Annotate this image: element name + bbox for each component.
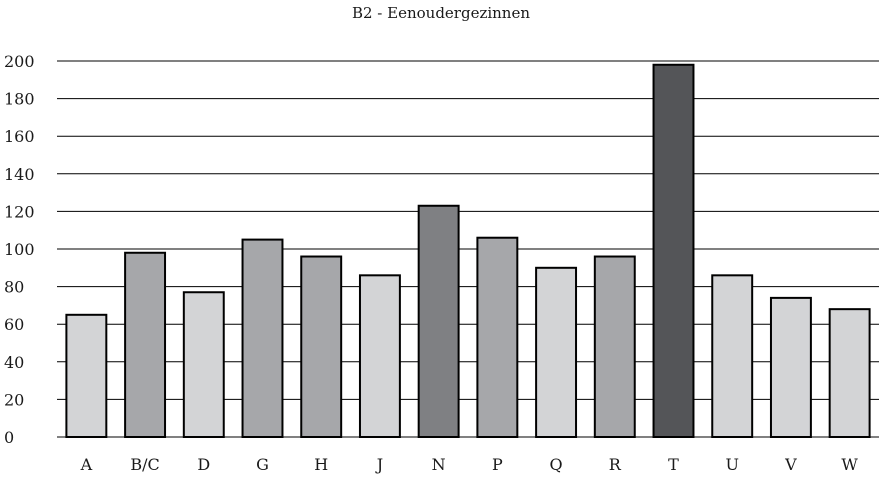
- y-axis-ticks: 0 20 40 60 80 100 120 140 160 180 200: [4, 52, 35, 447]
- y-tick-label: 20: [4, 390, 24, 409]
- x-tick-label: P: [492, 455, 503, 474]
- y-tick-label: 40: [4, 353, 24, 372]
- bar-n: [417, 204, 460, 438]
- bar-a: [65, 313, 108, 438]
- bar-d: [182, 291, 225, 438]
- y-tick-label: 160: [4, 127, 35, 146]
- bar-b-c: [124, 251, 167, 438]
- y-tick-label: 180: [4, 90, 35, 109]
- y-tick-label: 60: [4, 315, 24, 334]
- y-tick-label: 200: [4, 52, 35, 71]
- bar-g: [241, 238, 284, 438]
- x-tick-label: A: [80, 455, 93, 474]
- x-tick-label: V: [784, 455, 797, 474]
- x-tick-label: W: [841, 455, 858, 474]
- bar-h: [300, 255, 343, 438]
- bar-j: [358, 274, 401, 438]
- bar-v: [769, 296, 812, 438]
- x-tick-label: R: [609, 455, 622, 474]
- chart-title: B2 - Eenoudergezinnen: [352, 4, 530, 22]
- bar-r: [593, 255, 636, 438]
- x-tick-label: B/C: [130, 455, 159, 474]
- bar-w: [828, 308, 871, 438]
- gridlines: [57, 60, 879, 438]
- bars: [65, 63, 871, 438]
- y-tick-label: 80: [4, 278, 24, 297]
- x-tick-label: U: [725, 455, 738, 474]
- y-tick-label: 140: [4, 165, 35, 184]
- bar-p: [476, 236, 519, 438]
- y-tick-label: 0: [4, 428, 14, 447]
- x-tick-label: H: [314, 455, 328, 474]
- x-tick-label: T: [668, 455, 679, 474]
- x-tick-label: Q: [550, 455, 563, 474]
- bar-t: [652, 63, 695, 438]
- x-tick-label: G: [256, 455, 269, 474]
- y-tick-label: 100: [4, 240, 35, 259]
- x-tick-label: N: [432, 455, 446, 474]
- y-tick-label: 120: [4, 202, 35, 221]
- bar-q: [535, 266, 578, 438]
- x-tick-label: D: [197, 455, 210, 474]
- bar-u: [711, 274, 754, 438]
- x-axis-ticks: A B/C D G H J N P Q R T U V W: [80, 455, 859, 474]
- x-tick-label: J: [375, 455, 383, 474]
